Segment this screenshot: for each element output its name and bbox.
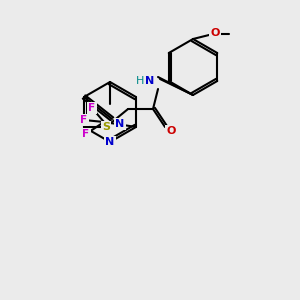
Text: F: F — [80, 115, 88, 125]
Text: N: N — [146, 76, 154, 86]
Text: H: H — [136, 76, 144, 86]
Text: F: F — [82, 129, 89, 139]
Text: S: S — [102, 122, 110, 132]
Text: O: O — [210, 28, 220, 38]
Text: F: F — [88, 103, 95, 113]
Text: N: N — [105, 137, 115, 147]
Text: O: O — [166, 126, 176, 136]
Text: N: N — [116, 119, 124, 129]
